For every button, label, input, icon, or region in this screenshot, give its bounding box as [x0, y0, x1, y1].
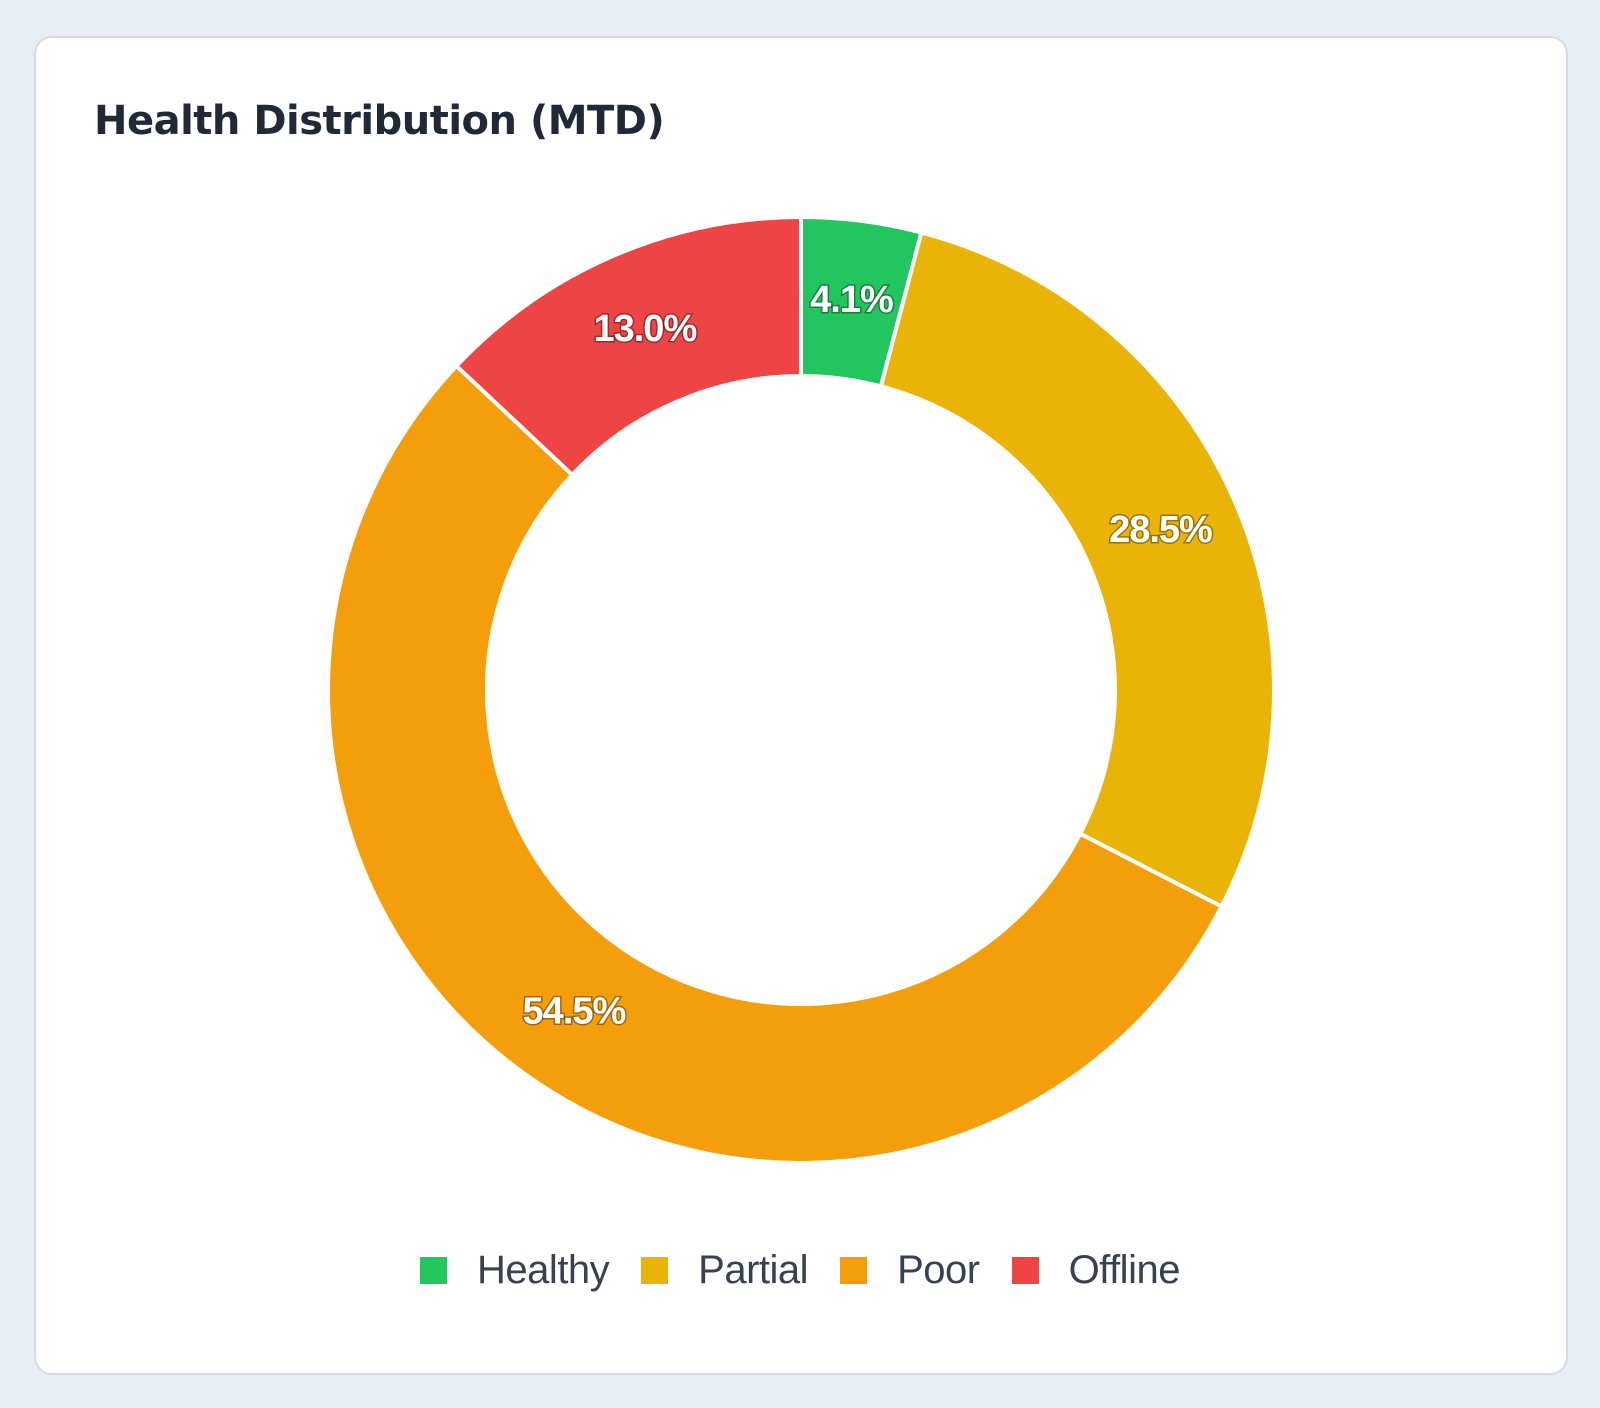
- legend-label: Poor: [897, 1248, 980, 1292]
- data-label-partial: 28.5%: [1109, 509, 1212, 551]
- legend-item-poor[interactable]: Poor: [840, 1248, 980, 1293]
- data-label-poor: 54.5%: [523, 990, 626, 1032]
- legend-label: Healthy: [477, 1248, 610, 1292]
- legend-item-healthy[interactable]: Healthy: [420, 1248, 610, 1293]
- chart-legend: Healthy Partial Poor Offline: [0, 1248, 1600, 1293]
- legend-swatch: [840, 1257, 868, 1284]
- data-label-offline: 13.0%: [593, 308, 696, 350]
- data-label-healthy: 4.1%: [810, 279, 893, 321]
- legend-item-offline[interactable]: Offline: [1011, 1248, 1181, 1293]
- legend-label: Partial: [698, 1248, 809, 1292]
- slice-poor[interactable]: [326, 363, 1225, 1165]
- legend-swatch: [1011, 1257, 1039, 1284]
- legend-item-partial[interactable]: Partial: [641, 1248, 809, 1293]
- legend-label: Offline: [1068, 1248, 1181, 1292]
- card-title: Health Distribution (MTD): [94, 98, 665, 144]
- slice-partial[interactable]: [878, 230, 1276, 910]
- legend-swatch: [641, 1257, 669, 1284]
- legend-swatch: [420, 1257, 448, 1284]
- slice-offline[interactable]: [453, 214, 803, 478]
